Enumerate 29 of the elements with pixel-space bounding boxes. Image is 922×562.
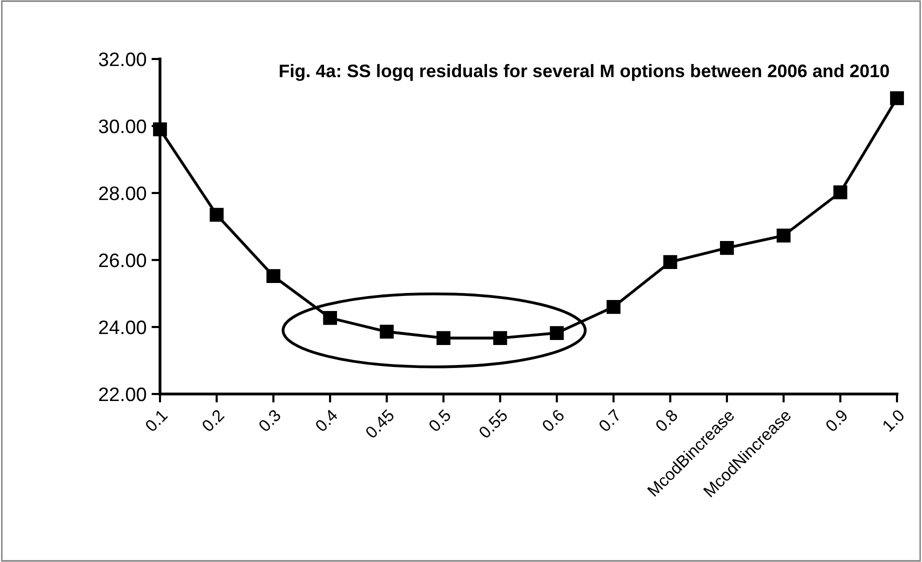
x-tick-label: 0.5	[428, 408, 452, 432]
x-tick-label: 0.6	[541, 408, 565, 432]
chart-title: Fig. 4a: SS logq residuals for several M options between 2006 and 2010	[280, 64, 889, 81]
point	[436, 331, 450, 345]
point	[776, 228, 791, 242]
point	[833, 185, 848, 200]
point	[663, 255, 678, 269]
point	[550, 326, 564, 340]
y-tick-label: 28.00	[99, 186, 146, 200]
point	[720, 240, 734, 255]
point	[266, 269, 280, 284]
x-tick-label: 0.1	[144, 408, 168, 432]
y-tick-label: 32.00	[98, 52, 146, 66]
x-tick-label: 0.2	[201, 408, 225, 432]
y-tick-label: 24.00	[99, 320, 146, 334]
x-tick-label: 0.9	[824, 408, 848, 432]
x-tick-label: 0.7	[598, 408, 622, 432]
point	[380, 324, 394, 339]
point	[323, 311, 338, 325]
point	[606, 300, 620, 314]
y-tick-label: 22.00	[99, 387, 146, 402]
point	[890, 91, 904, 106]
y-tick-label: 26.00	[99, 253, 146, 268]
point	[210, 208, 224, 222]
y-tick-label: 30.00	[98, 119, 146, 134]
x-tick-label: 1.0	[882, 408, 906, 432]
x-tick-label: 0.3	[258, 408, 282, 432]
point	[493, 331, 508, 345]
x-tick-label: 0.4	[314, 408, 338, 432]
